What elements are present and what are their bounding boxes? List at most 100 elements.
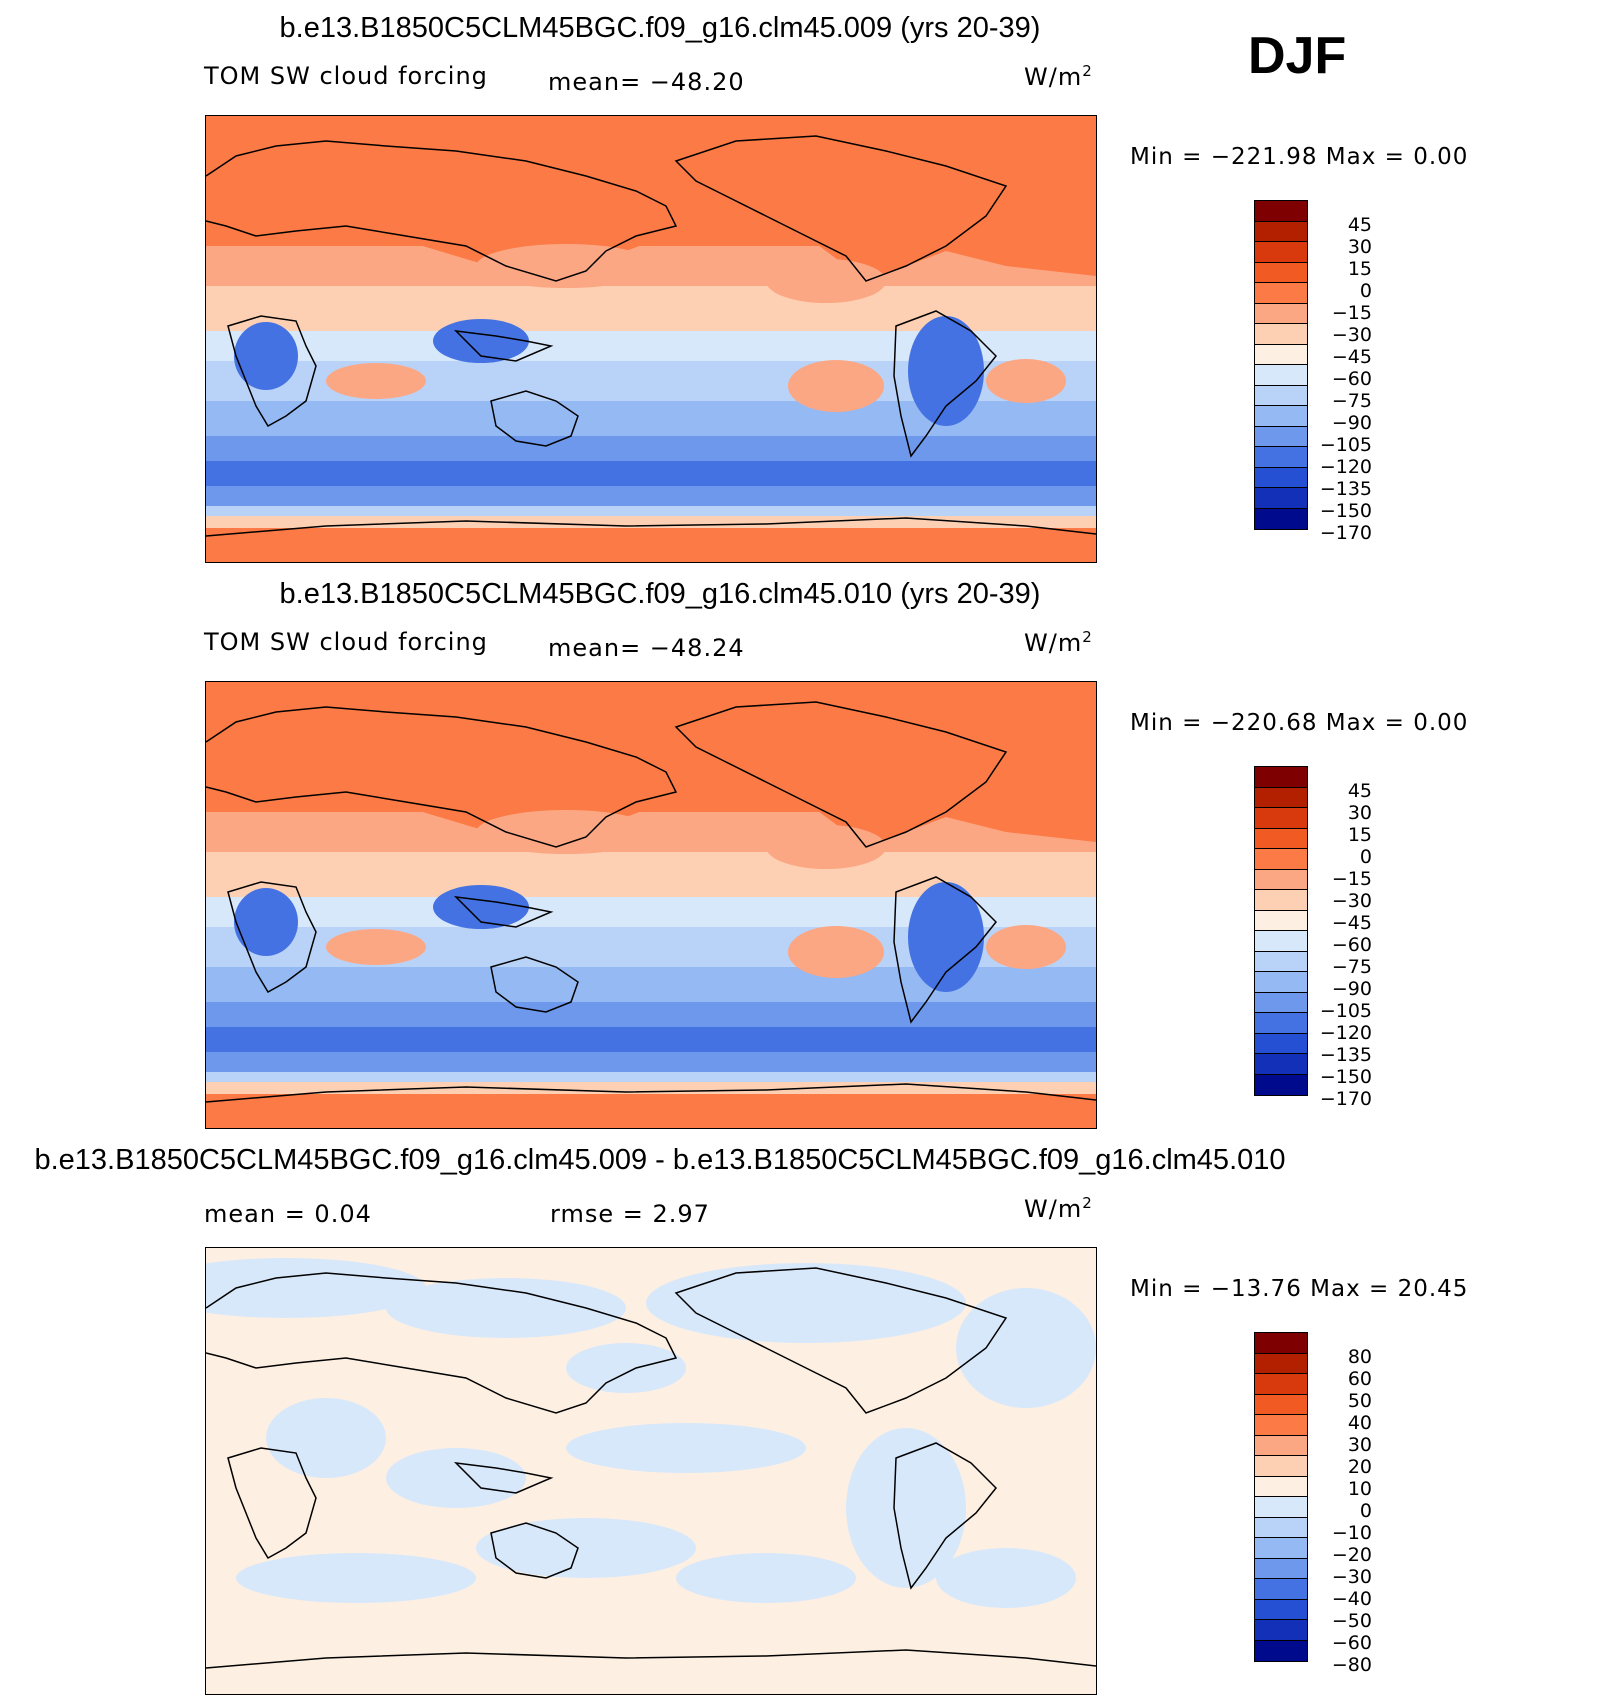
colorbar-swatch bbox=[1255, 447, 1307, 468]
coastline bbox=[206, 706, 678, 848]
minmax-label: Min = −13.76 Max = 20.45 bbox=[1130, 1276, 1469, 1302]
colorbar-swatch bbox=[1255, 201, 1307, 222]
colorbar-swatch bbox=[1255, 931, 1307, 952]
field-blob bbox=[766, 259, 886, 303]
colorbar-swatch bbox=[1255, 1353, 1307, 1374]
field-blob bbox=[386, 1278, 626, 1338]
colorbar-tick-label: −15 bbox=[1331, 302, 1372, 324]
coastline bbox=[674, 135, 1008, 282]
colorbar-tick-label: −20 bbox=[1331, 1544, 1372, 1566]
field-blob bbox=[936, 1548, 1076, 1608]
field-blob bbox=[908, 882, 984, 992]
mean-label: mean= −48.24 bbox=[548, 634, 745, 662]
colorbar-swatch bbox=[1255, 992, 1307, 1013]
colorbar-swatch bbox=[1255, 1620, 1307, 1641]
colorbar-tick-label: −45 bbox=[1331, 346, 1372, 368]
colorbar-tick-label: −30 bbox=[1331, 890, 1372, 912]
colorbar-tick-label: −60 bbox=[1331, 368, 1372, 390]
field-blob bbox=[266, 1398, 386, 1478]
colorbar-swatch bbox=[1255, 910, 1307, 931]
colorbar-tick-label: −90 bbox=[1331, 412, 1372, 434]
coastline bbox=[893, 310, 998, 458]
colorbar-swatch bbox=[1255, 467, 1307, 488]
colorbar-tick-label: 15 bbox=[1347, 824, 1372, 846]
colorbar-swatch bbox=[1255, 426, 1307, 447]
field-blob bbox=[846, 1428, 966, 1588]
colorbar-tick-label: −105 bbox=[1319, 434, 1372, 456]
field-band bbox=[206, 436, 1096, 461]
colorbar-swatch bbox=[1255, 951, 1307, 972]
colorbar-swatch bbox=[1255, 508, 1307, 529]
panel-control-run: b.e13.B1850C5CLM45BGC.f09_g16.clm45.009 … bbox=[0, 0, 1599, 566]
units-label: W/m2 bbox=[1024, 62, 1093, 91]
variable-label: TOM SW cloud forcing bbox=[204, 62, 488, 90]
minmax-label: Min = −220.68 Max = 0.00 bbox=[1130, 710, 1469, 736]
colorbar-swatch bbox=[1255, 365, 1307, 386]
colorbar-labels: 45 30 15 0 −15 −30 −45 −60 −75 −90 −105 −120 −135 −15… bbox=[1318, 780, 1372, 1110]
colorbar-tick-label: −120 bbox=[1319, 456, 1372, 478]
colorbar-swatch bbox=[1255, 242, 1307, 263]
field-blob bbox=[956, 1288, 1096, 1408]
colorbar-tick-label: −90 bbox=[1331, 978, 1372, 1000]
colorbar-swatch bbox=[1255, 1033, 1307, 1054]
colorbar-swatch bbox=[1255, 869, 1307, 890]
colorbar-labels: 45 30 15 0 −15 −30 −45 −60 −75 −90 −105 −120 −135 −15… bbox=[1318, 214, 1372, 544]
mean-label: mean= −48.20 bbox=[548, 68, 745, 96]
colorbar-swatch bbox=[1255, 808, 1307, 829]
coastline bbox=[453, 329, 554, 362]
colorbar-tick-label: −10 bbox=[1331, 1522, 1372, 1544]
field-band bbox=[206, 486, 1096, 506]
panel-difference: b.e13.B1850C5CLM45BGC.f09_g16.clm45.009 … bbox=[0, 1132, 1599, 1698]
coastline bbox=[674, 701, 1008, 848]
colorbar-tick-label: −120 bbox=[1319, 1022, 1372, 1044]
field-blob bbox=[476, 244, 656, 288]
colorbar-tick-label: −135 bbox=[1319, 478, 1372, 500]
map-plot bbox=[205, 681, 1097, 1129]
colorbar-tick-label: 30 bbox=[1347, 802, 1372, 824]
colorbar-tick-label: 50 bbox=[1347, 1390, 1372, 1412]
colorbar-tick-label: 30 bbox=[1347, 1434, 1372, 1456]
field-band bbox=[206, 1027, 1096, 1052]
coastline bbox=[227, 1447, 317, 1560]
colorbar-tick-label: 0 bbox=[1359, 1500, 1372, 1522]
panel-title: b.e13.B1850C5CLM45BGC.f09_g16.clm45.009 … bbox=[279, 12, 1041, 44]
coastline bbox=[490, 956, 579, 1013]
colorbar-tick-label: −15 bbox=[1331, 868, 1372, 890]
colorbar-swatch bbox=[1255, 1074, 1307, 1095]
coastline bbox=[227, 881, 317, 994]
colorbar-tick-label: −135 bbox=[1319, 1044, 1372, 1066]
colorbar-swatch bbox=[1255, 324, 1307, 345]
colorbar-tick-label: 45 bbox=[1347, 214, 1372, 236]
rmse-label: rmse = 2.97 bbox=[550, 1200, 710, 1228]
colorbar bbox=[1254, 766, 1308, 1096]
colorbar-swatch bbox=[1255, 1558, 1307, 1579]
colorbar-swatch bbox=[1255, 890, 1307, 911]
map-plot bbox=[205, 1247, 1097, 1695]
colorbar-tick-label: 20 bbox=[1347, 1456, 1372, 1478]
colorbar-swatch bbox=[1255, 767, 1307, 788]
coastline bbox=[490, 390, 579, 447]
colorbar-tick-label: −50 bbox=[1331, 1610, 1372, 1632]
field-blob bbox=[433, 885, 529, 929]
coastline bbox=[227, 315, 317, 428]
colorbar-swatch bbox=[1255, 1394, 1307, 1415]
colorbar-tick-label: −80 bbox=[1331, 1654, 1372, 1676]
colorbar-swatch bbox=[1255, 221, 1307, 242]
colorbar-tick-label: 60 bbox=[1347, 1368, 1372, 1390]
colorbar-tick-label: 45 bbox=[1347, 780, 1372, 802]
minmax-label: Min = −221.98 Max = 0.00 bbox=[1130, 144, 1469, 170]
coastline bbox=[206, 1272, 678, 1414]
variable-label: TOM SW cloud forcing bbox=[204, 628, 488, 656]
colorbar-swatch bbox=[1255, 828, 1307, 849]
field-band bbox=[206, 1094, 1096, 1128]
coastline bbox=[893, 1442, 998, 1590]
field-blob bbox=[234, 322, 298, 390]
field-band bbox=[206, 506, 1096, 516]
colorbar-tick-label: −30 bbox=[1331, 1566, 1372, 1588]
colorbar-tick-label: −60 bbox=[1331, 1632, 1372, 1654]
colorbar-tick-label: 0 bbox=[1359, 846, 1372, 868]
colorbar-swatch bbox=[1255, 1415, 1307, 1436]
land-region bbox=[206, 116, 676, 271]
colorbar-tick-label: 30 bbox=[1347, 236, 1372, 258]
colorbar-tick-label: −150 bbox=[1319, 1066, 1372, 1088]
